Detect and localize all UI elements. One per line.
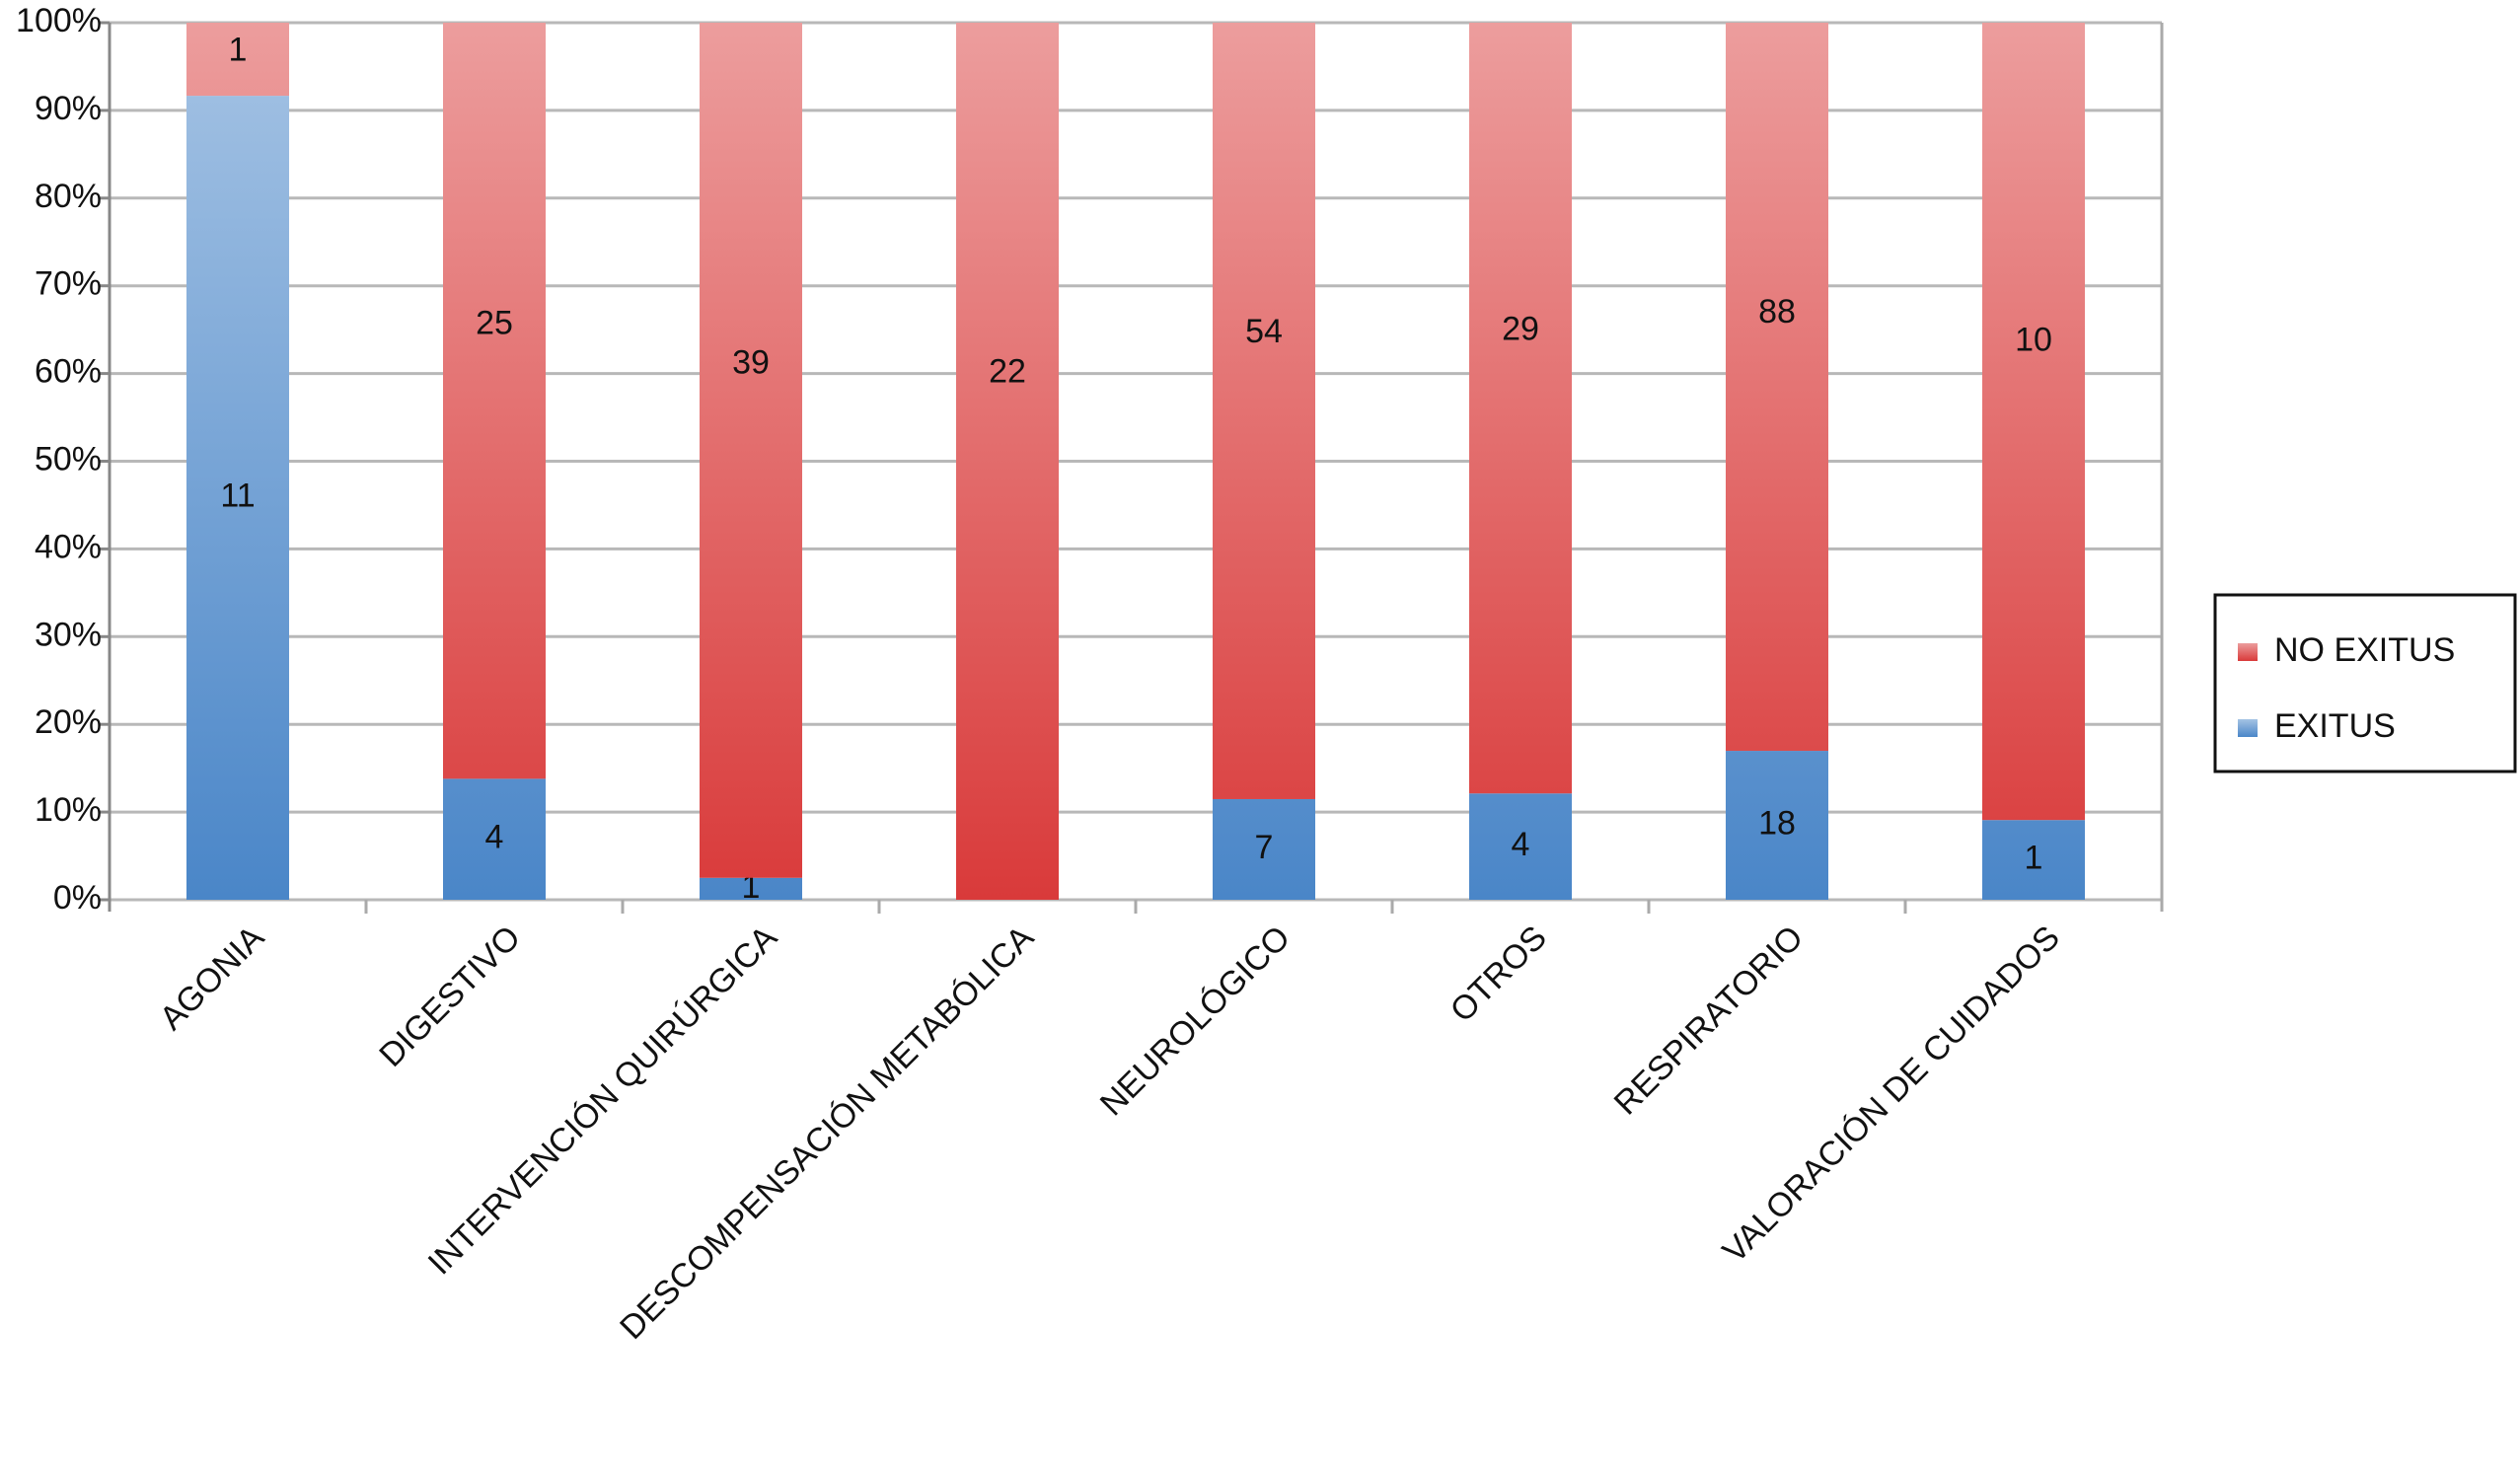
data-label: 18 bbox=[1758, 805, 1796, 843]
legend-swatch bbox=[2238, 719, 2258, 737]
y-tick-label: 70% bbox=[35, 265, 102, 303]
data-label: 4 bbox=[1512, 826, 1530, 863]
bar-segment bbox=[1726, 751, 1828, 900]
data-label: 29 bbox=[1502, 310, 1539, 347]
bar-segment bbox=[443, 23, 546, 779]
data-label: 1 bbox=[229, 32, 248, 69]
bar-segment bbox=[1469, 793, 1572, 900]
y-tick-label: 90% bbox=[35, 90, 102, 127]
bar-segment bbox=[186, 96, 289, 901]
bar-segment bbox=[956, 23, 1059, 900]
data-label: 1 bbox=[2025, 840, 2043, 877]
y-tick-label: 40% bbox=[35, 528, 102, 565]
y-tick-label: 20% bbox=[35, 703, 102, 741]
bar-segment bbox=[700, 877, 802, 900]
bar-segment bbox=[1726, 23, 1828, 752]
bar-segment bbox=[186, 23, 289, 97]
y-tick-label: 30% bbox=[35, 616, 102, 653]
bar-segment bbox=[443, 778, 546, 900]
data-label: 25 bbox=[476, 305, 513, 342]
x-tick-label: RESPIRATORIO bbox=[1607, 919, 1811, 1122]
y-tick-label: 10% bbox=[35, 791, 102, 829]
x-tick-label: DIGESTIVO bbox=[372, 919, 528, 1074]
data-label: 54 bbox=[1245, 313, 1283, 350]
y-tick-label: 80% bbox=[35, 178, 102, 215]
x-tick-label: OTROS bbox=[1444, 919, 1554, 1029]
legend-label: NO EXITUS bbox=[2274, 631, 2455, 669]
bar-segment bbox=[1213, 798, 1315, 900]
x-tick-label: DESCOMPENSACIÓN METABÓLICA bbox=[613, 919, 1041, 1347]
data-label: 22 bbox=[989, 353, 1026, 391]
y-tick-label: 60% bbox=[35, 353, 102, 391]
x-tick-label: NEUROLÓGICO bbox=[1093, 919, 1297, 1123]
bar-segment bbox=[1469, 23, 1572, 794]
legend-box bbox=[2213, 593, 2517, 773]
data-label: 4 bbox=[485, 819, 504, 856]
legend-swatch bbox=[2238, 643, 2258, 661]
data-label: 88 bbox=[1758, 293, 1796, 331]
y-tick-label: 100% bbox=[16, 2, 102, 39]
legend-label: EXITUS bbox=[2274, 707, 2396, 745]
y-tick-label: 0% bbox=[53, 879, 102, 917]
x-tick-label: AGONIA bbox=[153, 919, 272, 1038]
data-label: 7 bbox=[1255, 829, 1274, 866]
bar-segment bbox=[700, 23, 802, 878]
data-label: 10 bbox=[2015, 321, 2052, 358]
data-label: 11 bbox=[220, 478, 255, 515]
bar-segment bbox=[1982, 820, 2085, 900]
bar-segment bbox=[1213, 23, 1315, 799]
bar-segment bbox=[1982, 23, 2085, 821]
y-tick-label: 50% bbox=[35, 440, 102, 478]
data-label: 39 bbox=[732, 344, 770, 382]
